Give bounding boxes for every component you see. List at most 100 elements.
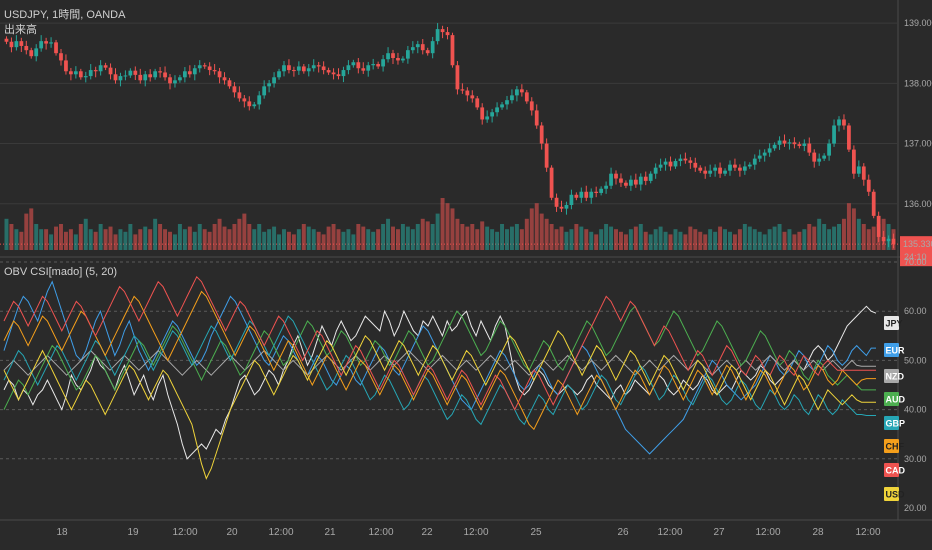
volume-bar	[217, 218, 222, 250]
candle	[222, 72, 227, 85]
candle	[832, 119, 836, 147]
volume-bar	[123, 231, 128, 250]
volume-bar	[445, 203, 450, 250]
candle	[197, 60, 202, 73]
csi-series[interactable]	[3, 275, 877, 480]
candle-body	[594, 191, 599, 193]
candle-body	[886, 238, 891, 242]
candle-body	[351, 62, 356, 66]
series-tag-box	[884, 487, 899, 501]
series-line-aud	[3, 305, 876, 410]
volume-label[interactable]: 出来高	[4, 24, 37, 36]
candle	[495, 102, 499, 117]
volume-bar	[544, 218, 549, 250]
candle	[153, 68, 158, 80]
volume-bar	[227, 229, 232, 250]
candle	[455, 61, 460, 95]
candle-body	[128, 70, 133, 76]
series-tag-label: USD	[886, 490, 906, 500]
volume-bar	[455, 218, 460, 250]
candle-body	[173, 80, 177, 84]
candle-body	[757, 155, 762, 159]
volume-bar	[202, 229, 207, 250]
price-tick-label: 137.000	[904, 139, 932, 149]
candle	[881, 230, 886, 245]
candle-body	[653, 167, 658, 174]
series-tag-nzd: NZD	[884, 369, 904, 383]
candle	[718, 162, 722, 178]
symbol-title[interactable]: USDJPY, 1時間, OANDA	[4, 9, 126, 21]
volume-bar	[430, 224, 435, 250]
candle-body	[668, 161, 673, 167]
candle	[187, 65, 192, 78]
volume-bar	[871, 226, 876, 250]
candle-body	[584, 191, 589, 198]
series-tag-box	[884, 463, 899, 477]
volume-bar	[752, 229, 757, 250]
volume-bar	[59, 224, 63, 250]
candle	[252, 101, 257, 109]
candle	[237, 86, 242, 102]
candle-body	[455, 65, 460, 90]
candle-body	[693, 162, 698, 168]
candle	[470, 90, 475, 103]
candle	[827, 139, 831, 161]
volume-bar	[554, 229, 559, 250]
candle	[158, 67, 162, 78]
candle-body	[217, 71, 222, 78]
candle	[569, 189, 574, 210]
candles[interactable]	[4, 23, 896, 249]
candle	[624, 180, 628, 189]
volume-bar	[623, 234, 628, 250]
volume-bar	[618, 231, 623, 250]
volume-bar	[534, 203, 539, 250]
candle-body	[306, 68, 311, 72]
candle-body	[832, 125, 836, 144]
candle	[534, 104, 539, 129]
volume-bar	[14, 229, 19, 250]
candle	[777, 136, 782, 150]
candle-body	[851, 149, 856, 174]
volume-bar	[579, 226, 584, 250]
candle	[703, 166, 708, 179]
candle-body	[440, 29, 445, 33]
volume-bar	[252, 229, 257, 250]
candle	[445, 26, 450, 40]
candle-body	[802, 143, 807, 146]
candle	[619, 173, 623, 187]
candle	[420, 39, 425, 55]
volume-bar	[301, 224, 306, 250]
candle	[524, 89, 529, 104]
candle-body	[301, 66, 306, 72]
candle-body	[703, 170, 708, 174]
candle-body	[262, 86, 267, 96]
series-tag-box	[884, 416, 899, 430]
indicator-title[interactable]: OBV CSI[mado] (5, 20)	[4, 266, 118, 278]
volume-bar	[197, 224, 202, 250]
candle	[772, 142, 777, 151]
candle-body	[460, 89, 465, 91]
candle	[321, 61, 326, 75]
candle-body	[148, 74, 153, 78]
volume-bar	[846, 203, 851, 250]
candle-body	[277, 71, 281, 78]
candle-body	[59, 53, 63, 61]
volume-bar	[133, 234, 138, 250]
candle	[757, 149, 762, 162]
volume-bar	[678, 231, 683, 250]
series-line-chf	[3, 290, 876, 431]
volume-bar	[29, 208, 34, 250]
candle	[182, 67, 187, 83]
candle-body	[628, 179, 633, 186]
candle	[688, 157, 693, 169]
x-tick-label: 12:00	[755, 527, 780, 538]
candle-body	[728, 164, 732, 171]
volume-bar	[599, 229, 604, 250]
candle	[752, 154, 757, 170]
x-tick-label: 12:00	[268, 527, 293, 538]
candle	[500, 101, 504, 110]
candle-body	[742, 166, 747, 171]
candle	[589, 188, 594, 204]
candle-body	[49, 42, 53, 44]
